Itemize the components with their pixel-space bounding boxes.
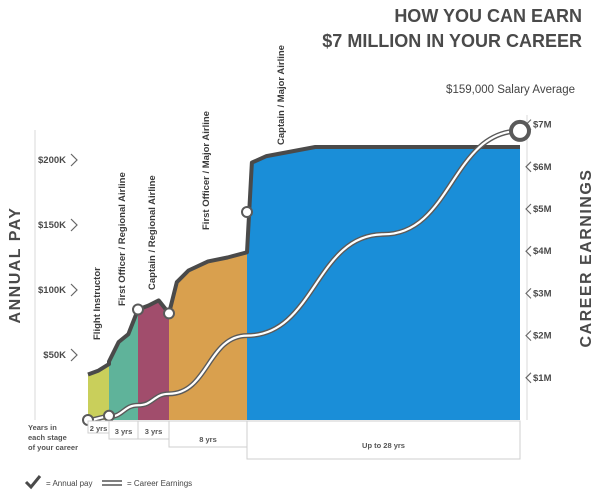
stage-label: First Officer / Major Airline — [201, 111, 212, 230]
years-label-line1: Years in — [28, 423, 57, 432]
years-label-line2: each stage — [28, 433, 67, 442]
chevron-right-icon — [70, 283, 78, 297]
chevron-left-icon — [525, 245, 532, 257]
years-value: 3 yrs — [115, 427, 133, 436]
left-axis-ticks: $50K $100K $150K $200K — [38, 153, 78, 362]
left-axis-title: ANNUAL PAY — [7, 207, 24, 324]
data-marker — [103, 409, 115, 422]
career-earnings-line — [86, 129, 522, 422]
stage-label: Captain / Regional Airline — [147, 175, 158, 290]
stage-area — [247, 147, 520, 420]
data-marker — [509, 119, 531, 142]
stage-area — [169, 252, 247, 420]
left-tick-label: $150K — [38, 220, 66, 231]
legend-annual-icon — [24, 475, 42, 490]
years-value: 3 yrs — [145, 427, 163, 436]
data-marker — [241, 206, 253, 218]
stage-areas — [88, 147, 520, 420]
stage-label: Flight Instructor — [92, 267, 103, 340]
years-label-line3: of your career — [28, 443, 78, 452]
chevron-right-icon — [70, 153, 78, 167]
right-tick-label: $7M — [533, 120, 552, 131]
stage-labels: Flight Instructor First Officer / Regiona… — [92, 45, 287, 340]
data-marker — [163, 307, 175, 320]
stage-area — [138, 300, 169, 420]
left-tick-label: $200K — [38, 155, 66, 166]
salary-average-label: $159,000 Salary Average — [446, 84, 575, 96]
chevron-left-icon — [525, 372, 532, 384]
chevron-left-icon — [525, 288, 532, 299]
years-value: Up to 28 yrs — [362, 441, 405, 450]
stage-label: First Officer / Regional Airline — [117, 172, 128, 306]
years-row: 2 yrs 3 yrs 3 yrs 8 yrs Up to 28 yrs — [87, 420, 521, 460]
chevron-right-icon — [70, 218, 78, 232]
chart-title-line1: HOW YOU CAN EARN — [394, 6, 582, 26]
chevron-right-icon — [70, 348, 78, 362]
years-box — [246, 420, 521, 460]
stage-area — [109, 309, 138, 420]
stage-label: Captain / Major Airline — [276, 45, 287, 145]
chevron-left-icon — [525, 161, 532, 173]
right-axis-title: CAREER EARNINGS — [578, 169, 595, 348]
chart-title-line2: $7 MILLION IN YOUR CAREER — [322, 31, 582, 51]
right-tick-label: $6M — [533, 162, 552, 173]
chart-lines — [82, 119, 531, 426]
legend: = Annual pay = Career Earnings — [24, 475, 192, 490]
right-tick-label: $1M — [533, 373, 552, 384]
left-tick-label: $100K — [38, 285, 66, 296]
chevron-left-icon — [525, 203, 532, 215]
chevron-left-icon — [525, 330, 532, 341]
left-tick-label: $50K — [43, 350, 66, 361]
right-tick-label: $4M — [533, 246, 552, 257]
stage-area — [88, 361, 109, 420]
data-marker — [132, 303, 144, 316]
legend-annual-label: = Annual pay — [46, 479, 92, 488]
years-value: 2 yrs — [90, 424, 108, 433]
years-value: 8 yrs — [199, 435, 217, 444]
right-tick-label: $3M — [533, 288, 552, 299]
right-axis-ticks: $1M $2M $3M $4M $5M $6M $7M — [525, 119, 552, 384]
right-tick-label: $2M — [533, 331, 552, 342]
legend-career-label: = Career Earnings — [127, 479, 192, 488]
right-tick-label: $5M — [533, 204, 552, 215]
